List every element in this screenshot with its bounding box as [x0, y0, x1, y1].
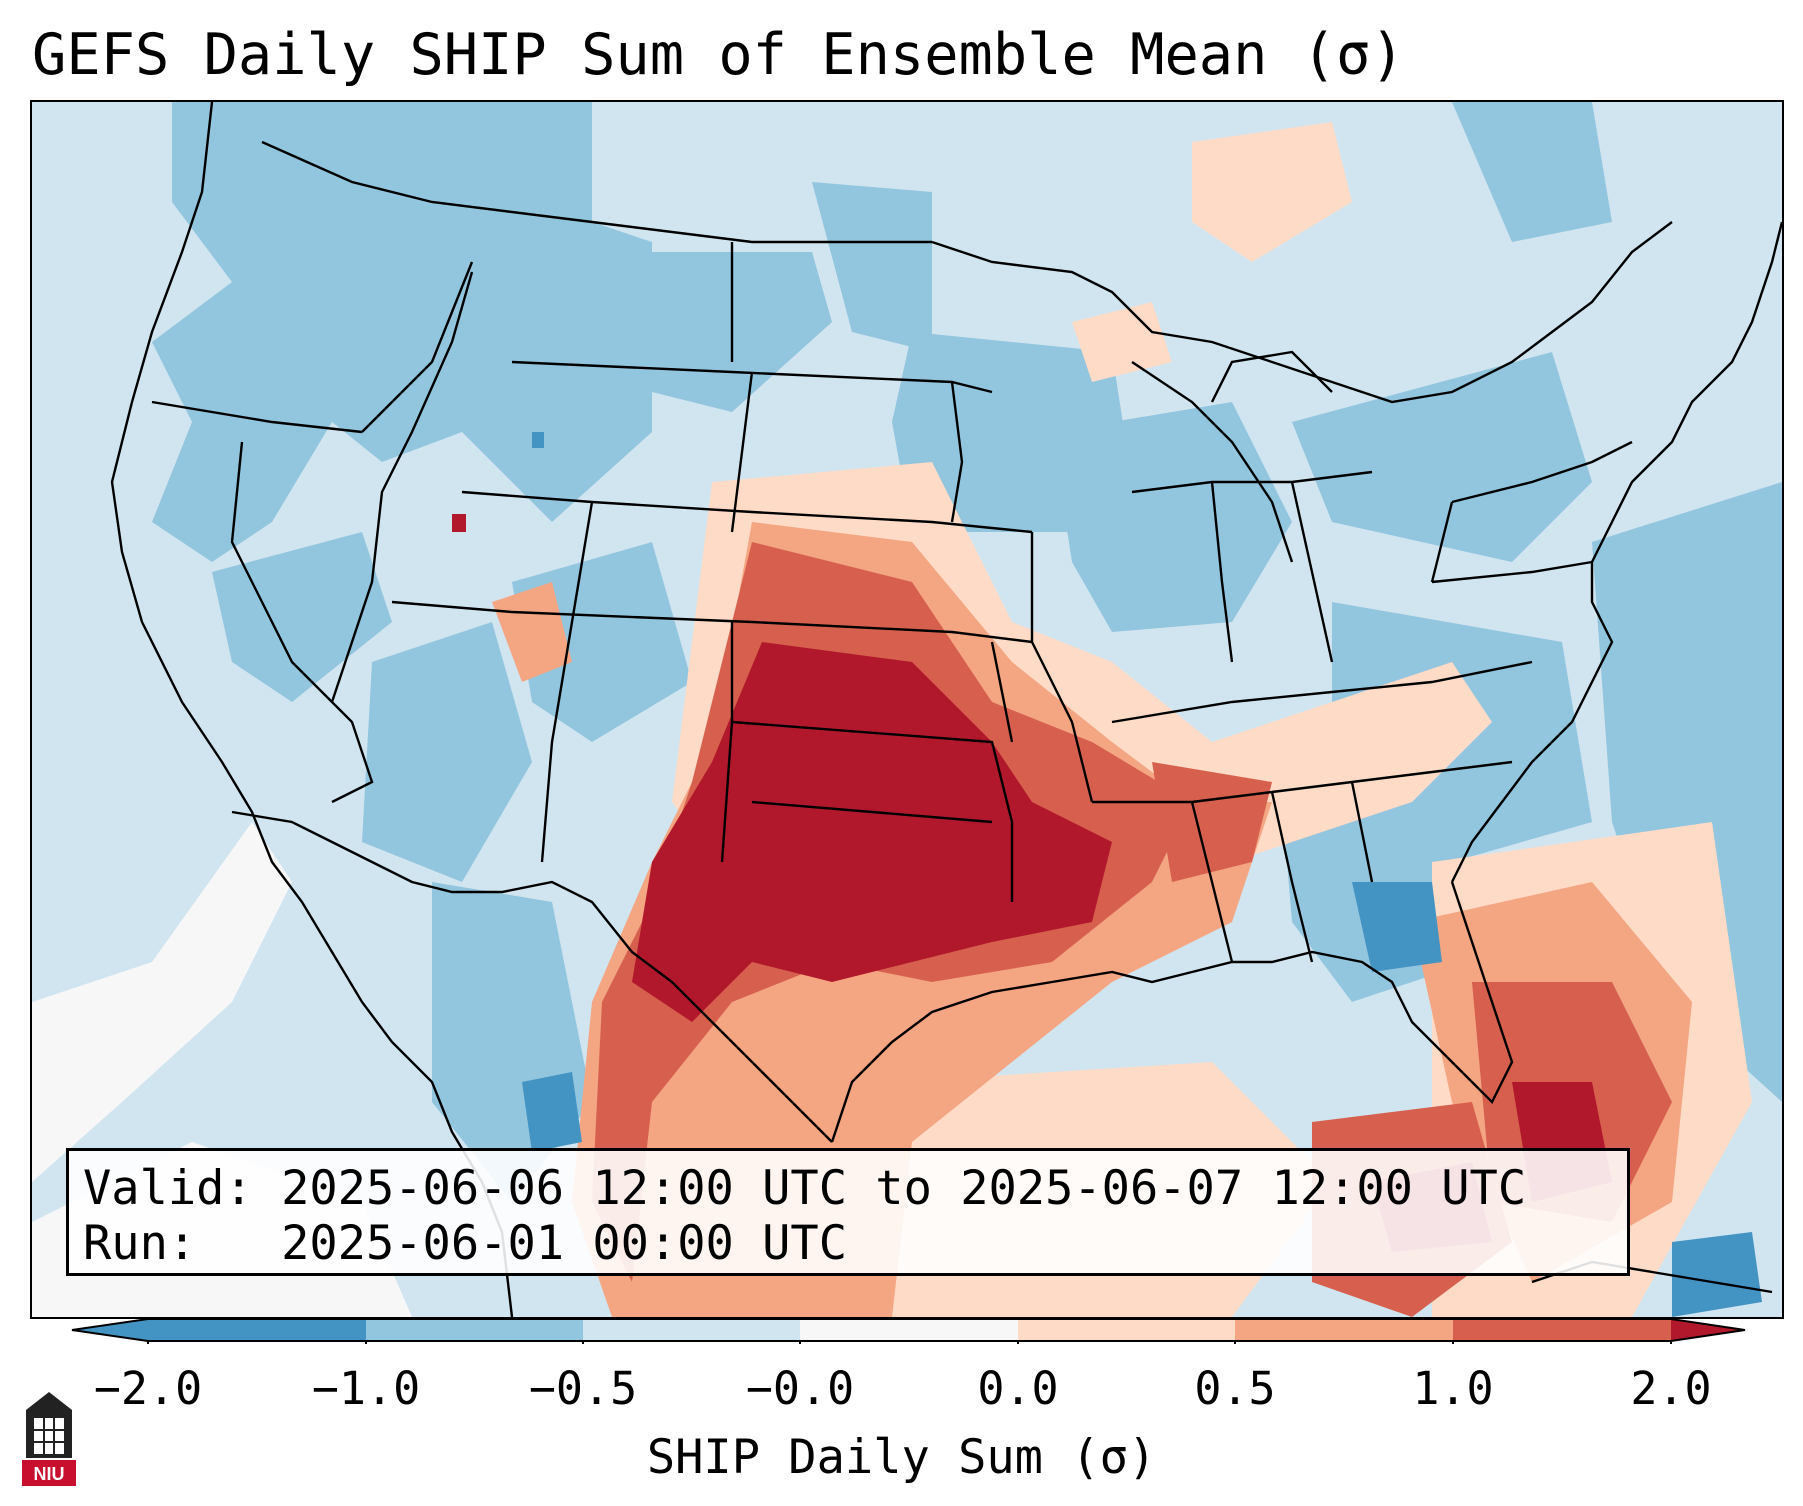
- colorbar-ticks: [147, 1341, 1672, 1344]
- latitude-line-0: [511, 360, 993, 394]
- colorbar: [71, 1318, 1746, 1344]
- nw-states: [151, 261, 474, 703]
- nevada-border: [230, 441, 374, 804]
- map-title: GEFS Daily SHIP Sum of Ensemble Mean (σ): [32, 22, 1405, 88]
- colorbar-tick-label: 2.0: [1630, 1362, 1712, 1415]
- run-time-text: Run: 2025-06-01 00:00 UTC: [83, 1216, 848, 1271]
- colorbar-segment: [800, 1319, 1018, 1341]
- field-patches-minus2: [522, 432, 1762, 1317]
- gulf-coast: [830, 881, 1514, 1143]
- colorbar-tick-label: −1.0: [311, 1362, 421, 1415]
- colorbar-segment: [148, 1319, 366, 1341]
- mexico-border: [231, 810, 833, 1143]
- midwest-lines: [950, 381, 1094, 803]
- southeast-lines: [1111, 660, 1533, 963]
- south-boundary: [1092, 760, 1513, 804]
- valid-time-text: Valid: 2025-06-06 12:00 UTC to 2025-06-0…: [83, 1161, 1527, 1216]
- colorbar-segment: [583, 1319, 800, 1341]
- colorbar-tick-label: −0.5: [528, 1362, 638, 1415]
- colorbar-segment: [1018, 1319, 1235, 1341]
- colorbar-label: SHIP Daily Sum (σ): [646, 1430, 1157, 1485]
- plains-states: [731, 641, 1014, 902]
- colorbar-tick-label: −2.0: [93, 1362, 203, 1415]
- great-lakes: [1131, 350, 1333, 563]
- map-outlines: [110, 102, 1782, 1317]
- ship-field-map: [32, 102, 1782, 1317]
- colorbar-tick-label: −0.0: [745, 1362, 855, 1415]
- niu-logo-text: NIU: [34, 1464, 65, 1484]
- latitude-line-1: [391, 600, 1033, 644]
- colorbar-tick-label: 0.5: [1194, 1362, 1276, 1415]
- great-lakes-states: [1131, 470, 1373, 663]
- colorbar-segment: [1453, 1319, 1671, 1341]
- colorbar-tick-label: 0.0: [977, 1362, 1059, 1415]
- colorbar-tick-label: 1.0: [1412, 1362, 1494, 1415]
- colorbar-extend-left: [72, 1319, 148, 1341]
- validity-info-box: Valid: 2025-06-06 12:00 UTC to 2025-06-0…: [66, 1148, 1630, 1276]
- colorbar-extend-right: [1671, 1319, 1745, 1341]
- colorbar-segment: [366, 1319, 583, 1341]
- wyoming-line: [461, 490, 1033, 534]
- map-panel: [30, 100, 1784, 1319]
- northeast-lines: [1430, 440, 1633, 584]
- niu-logo-icon: NIU: [22, 1392, 76, 1486]
- canada-border-east: [931, 221, 1673, 404]
- canada-border-west: [261, 140, 932, 244]
- west-coast: [110, 102, 514, 1317]
- north-south-lines: [540, 242, 754, 863]
- colorbar-segment: [1235, 1319, 1453, 1341]
